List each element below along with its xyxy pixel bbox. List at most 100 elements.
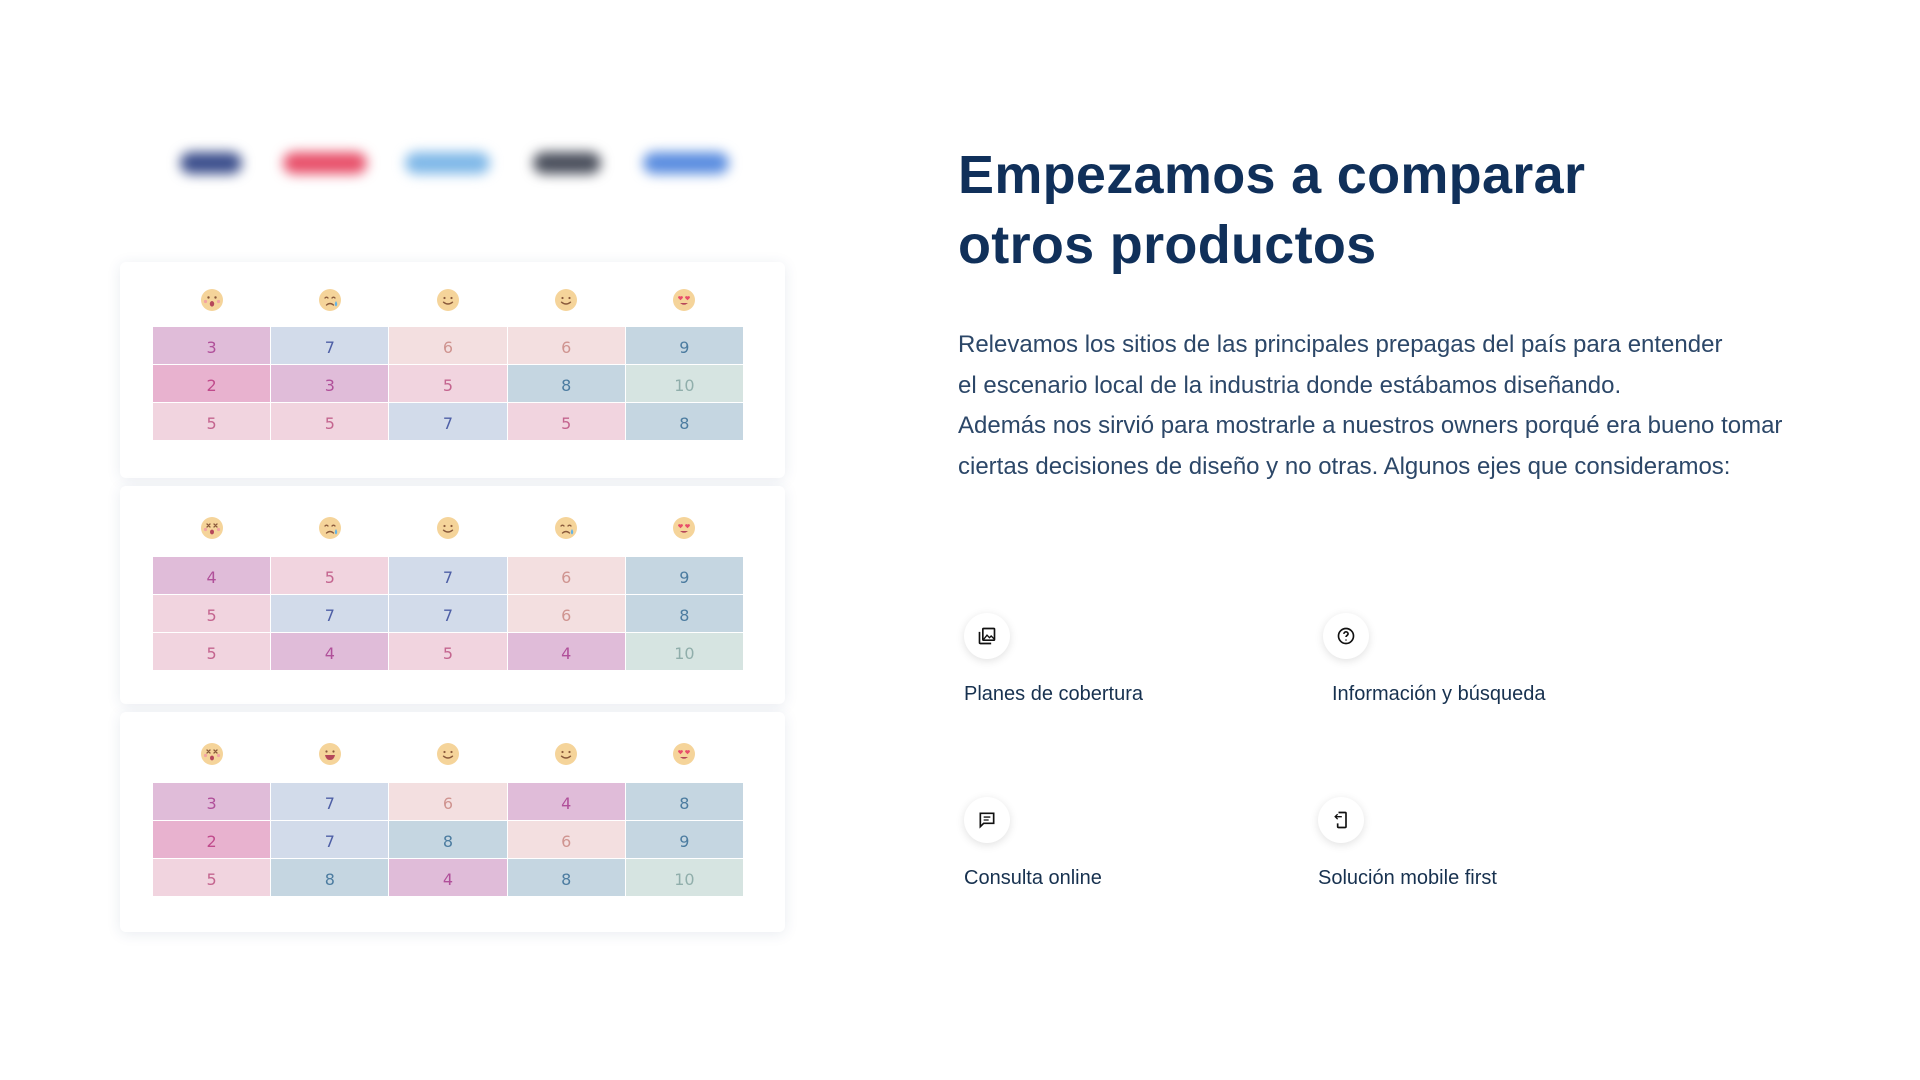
rating-cell: 6: [507, 595, 625, 632]
shocked-face-icon: [201, 289, 223, 311]
rating-cell: 5: [389, 365, 507, 402]
rating-grid: 4 5 7 6 9 5 7 7 6 8 5 4 5 4 10: [153, 557, 743, 670]
emoji-slot: [153, 283, 271, 317]
feature-label: Planes de cobertura: [964, 683, 1144, 705]
rating-cell: 8: [625, 595, 743, 632]
emoji-slot: [389, 511, 507, 545]
rating-cell: 10: [625, 859, 743, 896]
help-circle-icon: [1323, 613, 1369, 659]
emoji-slot: [271, 511, 389, 545]
rating-cell: 9: [625, 327, 743, 364]
emoji-slot: [507, 283, 625, 317]
feature-label: Solución mobile first: [1318, 867, 1497, 889]
rating-cell: 8: [507, 859, 625, 896]
emoji-row: [153, 283, 743, 317]
rating-cell: 7: [389, 557, 507, 594]
smiling-face-icon: [437, 743, 459, 765]
crying-face-icon: [555, 517, 577, 539]
feature-label: Información y búsqueda: [1332, 683, 1546, 705]
rating-cell: 5: [389, 633, 507, 670]
smiling-face-icon: [437, 517, 459, 539]
brand-logo: [180, 152, 242, 174]
rating-cell: 6: [507, 821, 625, 858]
emoji-slot: [507, 511, 625, 545]
emoji-slot: [389, 737, 507, 771]
rating-cell: 7: [389, 595, 507, 632]
emoji-row: [153, 511, 743, 545]
crying-face-icon: [319, 289, 341, 311]
rating-cell: 5: [507, 403, 625, 440]
brand-logo: [405, 152, 490, 174]
rating-cell: 7: [271, 327, 389, 364]
heart-eyes-face-icon: [673, 743, 695, 765]
rating-cell: 10: [625, 365, 743, 402]
rating-cell: 5: [153, 859, 271, 896]
rating-cell: 10: [625, 633, 743, 670]
rating-cell: 4: [507, 633, 625, 670]
rating-grid: 3 7 6 4 8 2 7 8 6 9 5 8 4 8 10: [153, 783, 743, 896]
intro-paragraph: Relevamos los sitios de las principales …: [958, 331, 1783, 480]
rating-cell: 7: [271, 821, 389, 858]
rating-cell: 3: [271, 365, 389, 402]
emoji-slot: [507, 737, 625, 771]
dizzy-face-icon: [201, 517, 223, 539]
heart-eyes-face-icon: [673, 289, 695, 311]
rating-cell: 4: [153, 557, 271, 594]
rating-cell: 5: [271, 403, 389, 440]
comparison-card: 4 5 7 6 9 5 7 7 6 8 5 4 5 4 10: [120, 486, 785, 704]
rating-cell: 5: [271, 557, 389, 594]
rating-cell: 6: [389, 327, 507, 364]
rating-cell: 6: [507, 327, 625, 364]
rating-cell: 6: [389, 783, 507, 820]
rating-cell: 9: [625, 557, 743, 594]
rating-cell: 2: [153, 365, 271, 402]
emoji-slot: [625, 511, 743, 545]
grinning-face-icon: [319, 743, 341, 765]
mobile-icon: [1318, 797, 1364, 843]
heart-eyes-face-icon: [673, 517, 695, 539]
rating-cell: 3: [153, 783, 271, 820]
brand-logo: [533, 152, 601, 174]
rating-cell: 4: [507, 783, 625, 820]
rating-cell: 3: [153, 327, 271, 364]
brand-logo: [283, 152, 367, 174]
brand-logo: [643, 152, 729, 174]
rating-cell: 5: [153, 595, 271, 632]
smiling-face-icon: [437, 289, 459, 311]
rating-cell: 8: [389, 821, 507, 858]
chat-icon: [964, 797, 1010, 843]
rating-cell: 8: [507, 365, 625, 402]
rating-cell: 4: [389, 859, 507, 896]
rating-cell: 8: [271, 859, 389, 896]
rating-cell: 4: [271, 633, 389, 670]
rating-cell: 7: [271, 595, 389, 632]
emoji-slot: [271, 737, 389, 771]
rating-cell: 8: [625, 783, 743, 820]
comparison-card: 3 7 6 6 9 2 3 5 8 10 5 5 7 5 8: [120, 262, 785, 478]
brand-logos-row: [175, 152, 735, 180]
feature-label: Consulta online: [964, 867, 1102, 889]
emoji-slot: [625, 737, 743, 771]
rating-cell: 8: [625, 403, 743, 440]
smiling-face-icon: [555, 743, 577, 765]
rating-cell: 9: [625, 821, 743, 858]
dizzy-face-icon: [201, 743, 223, 765]
rating-cell: 7: [271, 783, 389, 820]
gallery-icon: [964, 613, 1010, 659]
smiling-face-icon: [555, 289, 577, 311]
rating-cell: 5: [153, 403, 271, 440]
crying-face-icon: [319, 517, 341, 539]
emoji-row: [153, 737, 743, 771]
emoji-slot: [153, 511, 271, 545]
page-title: Empezamos a comparar otros productos: [958, 145, 1586, 275]
rating-grid: 3 7 6 6 9 2 3 5 8 10 5 5 7 5 8: [153, 327, 743, 440]
comparison-card: 3 7 6 4 8 2 7 8 6 9 5 8 4 8 10: [120, 712, 785, 932]
emoji-slot: [153, 737, 271, 771]
rating-cell: 2: [153, 821, 271, 858]
rating-cell: 7: [389, 403, 507, 440]
rating-cell: 5: [153, 633, 271, 670]
emoji-slot: [625, 283, 743, 317]
emoji-slot: [271, 283, 389, 317]
rating-cell: 6: [507, 557, 625, 594]
emoji-slot: [389, 283, 507, 317]
